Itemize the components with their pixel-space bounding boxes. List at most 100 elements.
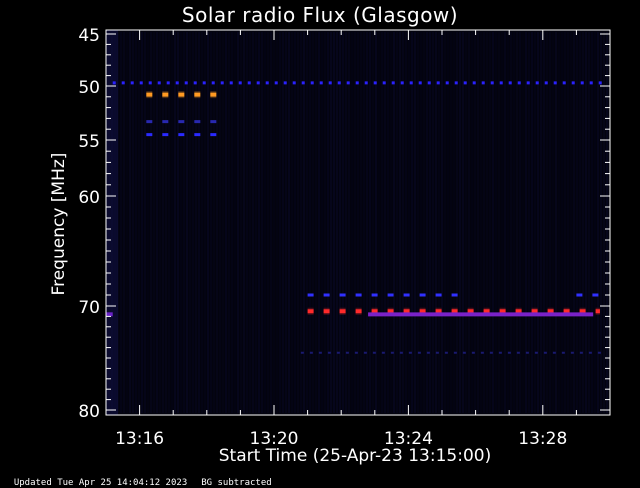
noise-streak (228, 32, 230, 413)
y-tick-label: 45 (78, 26, 100, 46)
noise-streak (264, 32, 266, 413)
emission-features (106, 81, 604, 354)
noise-streak (123, 32, 125, 413)
noise-streak (561, 32, 563, 413)
noise-streak (186, 32, 188, 413)
noise-streak (177, 32, 179, 413)
noise-streak (171, 32, 173, 413)
noise-streak (327, 32, 329, 413)
noise-edge (106, 30, 118, 415)
noise-streak (594, 32, 596, 413)
noise-streak (402, 32, 404, 413)
y-tick-label: 60 (78, 188, 100, 208)
noise-streak (246, 32, 248, 413)
noise-streak (396, 32, 398, 413)
noise-streak (564, 32, 566, 413)
noise-streak (375, 32, 377, 413)
noise-streak (501, 32, 503, 413)
noise-streak (519, 32, 521, 413)
y-axis-label: Frequency [MHz] (49, 153, 69, 296)
noise-streak (255, 32, 257, 413)
noise-streak (321, 32, 323, 413)
footer: Updated Tue Apr 25 14:04:12 2023 BG subtr… (3, 468, 286, 488)
noise-streak (162, 32, 164, 413)
noise-streak (180, 32, 182, 413)
noise-streak (324, 32, 326, 413)
noise-streak (495, 32, 497, 413)
noise-streak (363, 32, 365, 413)
noise-streak (360, 32, 362, 413)
noise-streak (168, 32, 170, 413)
x-tick-label: 13:20 (250, 429, 299, 449)
noise-streak (339, 32, 341, 413)
noise-streak (306, 32, 308, 413)
noise-streak (510, 32, 512, 413)
noise-streak (558, 32, 560, 413)
noise-streak (132, 32, 134, 413)
noise-streak (138, 32, 140, 413)
noise-streak (429, 32, 431, 413)
noise-streak (597, 32, 599, 413)
x-axis: 13:16 13:20 13:24 13:28 (105, 30, 611, 449)
noise-streak (588, 32, 590, 413)
noise-streak (546, 32, 548, 413)
chart-title: Solar radio Flux (Glasgow) (181, 3, 459, 27)
noise-streak (498, 32, 500, 413)
noise-streak (156, 32, 158, 413)
noise-streak (357, 32, 359, 413)
noise-streak (456, 32, 458, 413)
noise-streak (129, 32, 131, 413)
noise-streak (381, 32, 383, 413)
noise-streak (582, 32, 584, 413)
y-tick-label: 50 (78, 78, 100, 98)
noise-streak (258, 32, 260, 413)
noise-streak (537, 32, 539, 413)
x-axis-label: Start Time (25-Apr-23 13:15:00) (219, 446, 491, 466)
noise-streak (576, 32, 578, 413)
noise-streak (555, 32, 557, 413)
noise-streak (189, 32, 191, 413)
noise-streak (318, 32, 320, 413)
noise-streak (273, 32, 275, 413)
noise-streak (165, 32, 167, 413)
noise-streak (459, 32, 461, 413)
noise-streak (222, 32, 224, 413)
noise-streak (534, 32, 536, 413)
noise-streak (309, 32, 311, 413)
noise-streak (513, 32, 515, 413)
noise-streak (492, 32, 494, 413)
noise-streak (300, 32, 302, 413)
noise-streak (531, 32, 533, 413)
noise-streak (435, 32, 437, 413)
noise-streak (543, 32, 545, 413)
plot-frame (105, 29, 611, 416)
noise-streak (423, 32, 425, 413)
noise-streak (231, 32, 233, 413)
noise-streak (438, 32, 440, 413)
noise-streak (390, 32, 392, 413)
noise-streak (525, 32, 527, 413)
noise-streak (336, 32, 338, 413)
noise-streak (420, 32, 422, 413)
noise-streak (342, 32, 344, 413)
noise-streak (207, 32, 209, 413)
noise-streak (570, 32, 572, 413)
noise-streak (234, 32, 236, 413)
noise-streak (378, 32, 380, 413)
noise-streak (585, 32, 587, 413)
noise-streak (285, 32, 287, 413)
noise-streak (150, 32, 152, 413)
noise-streak (270, 32, 272, 413)
noise-streak (567, 32, 569, 413)
noise-streak (126, 32, 128, 413)
noise-streak (600, 32, 602, 413)
noise-streak (450, 32, 452, 413)
x-tick-label: 13:28 (518, 429, 567, 449)
noise-streak (441, 32, 443, 413)
noise-streak (153, 32, 155, 413)
noise-streak (408, 32, 410, 413)
noise-streak (279, 32, 281, 413)
noise-streak (330, 32, 332, 413)
noise-streak (372, 32, 374, 413)
noise-streak (432, 32, 434, 413)
